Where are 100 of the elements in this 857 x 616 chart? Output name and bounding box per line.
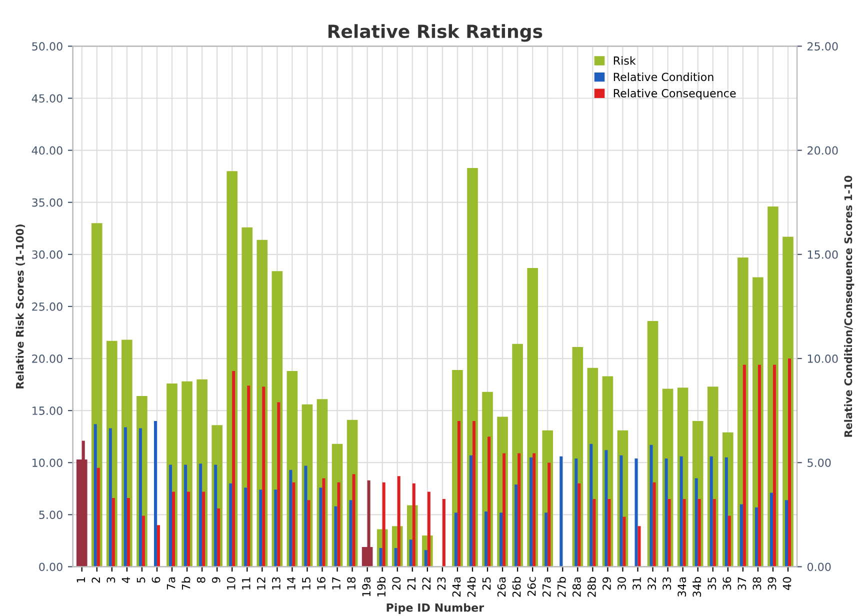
y-axis-title: Relative Risk Scores (1-100) xyxy=(16,224,25,388)
bar xyxy=(682,499,686,567)
y-tick-label: 50.00 xyxy=(32,42,62,51)
x-tick-label: 11 xyxy=(242,577,250,590)
legend-label: Relative Consequence xyxy=(614,88,736,100)
bar xyxy=(289,470,292,567)
bar xyxy=(108,428,112,567)
x-tick-label: 9 xyxy=(212,577,220,583)
chart-title: Relative Risk Ratings xyxy=(328,24,542,42)
bar xyxy=(96,468,100,567)
x-tick-label: 7b xyxy=(182,577,190,590)
y-tick-label: 15.00 xyxy=(32,406,62,415)
bar xyxy=(578,483,581,567)
bar xyxy=(484,512,488,567)
x-tick-label: 28b xyxy=(587,577,596,597)
bar xyxy=(229,483,232,567)
x-tick-label: 17 xyxy=(332,577,340,590)
bar xyxy=(514,484,518,567)
y2-axis-title: Relative Condition/Consequence Scores 1-10 xyxy=(844,176,854,437)
x-tick-label: 20 xyxy=(392,577,401,590)
bar xyxy=(788,358,791,567)
bar xyxy=(754,507,758,567)
x-tick-label: 12 xyxy=(256,578,266,590)
x-tick-label: 26a xyxy=(497,577,506,597)
bar xyxy=(442,499,446,567)
bar xyxy=(500,512,503,567)
bar xyxy=(728,516,731,567)
x-axis-title: Pipe ID Number xyxy=(386,603,484,614)
x-tick-label: 31 xyxy=(632,577,641,590)
x-tick-label: 27b xyxy=(557,577,566,597)
bar xyxy=(247,386,250,567)
bar xyxy=(530,457,533,567)
x-tick-label: 27a xyxy=(542,577,551,597)
bar xyxy=(592,499,596,567)
x-tick-label: 25 xyxy=(482,577,491,590)
x-tick-label: 34b xyxy=(692,577,702,597)
x-tick-label: 39 xyxy=(768,577,776,590)
y2-tick-label: 20.00 xyxy=(808,146,838,155)
x-tick-label: 15 xyxy=(302,577,310,590)
x-tick-label: 37 xyxy=(738,577,746,590)
x-tick-label: 40 xyxy=(782,577,792,590)
bar xyxy=(184,464,188,567)
bar xyxy=(259,490,262,567)
bar xyxy=(652,482,656,567)
bar xyxy=(262,386,266,567)
bar xyxy=(668,499,671,567)
x-tick-label: 5 xyxy=(136,577,146,583)
bar xyxy=(472,420,476,567)
y2-tick-label: 0.00 xyxy=(807,562,831,572)
x-tick-label: 32 xyxy=(648,578,656,590)
bar xyxy=(740,504,743,567)
x-tick-label: 33 xyxy=(662,577,672,590)
y2-tick-label: 15.00 xyxy=(808,250,838,259)
x-tick-label: 4 xyxy=(122,577,130,583)
bar xyxy=(532,453,536,567)
y2-tick-label: 5.00 xyxy=(808,458,831,467)
bar xyxy=(634,458,638,567)
bar xyxy=(142,516,145,567)
y-tick-label: 35.00 xyxy=(32,198,62,207)
bar xyxy=(337,482,340,567)
x-tick-label: 23 xyxy=(437,577,446,590)
bar xyxy=(334,506,338,567)
x-tick-label: 30 xyxy=(618,577,626,590)
bar xyxy=(172,492,176,567)
x-tick-label: 3 xyxy=(106,577,116,583)
x-tick-label: 10 xyxy=(226,577,236,590)
bar xyxy=(457,420,460,567)
bar xyxy=(650,444,653,567)
bar xyxy=(352,474,356,567)
bar xyxy=(126,498,130,567)
x-tick-label: 6 xyxy=(152,577,160,583)
bar xyxy=(742,364,746,567)
bar xyxy=(454,512,458,567)
x-tick-label: 29 xyxy=(602,577,611,590)
x-tick-label: 14 xyxy=(287,577,296,590)
bar xyxy=(710,456,713,567)
bar xyxy=(488,436,491,567)
bar xyxy=(307,500,310,567)
bar xyxy=(560,456,563,567)
x-tick-label: 28a xyxy=(572,577,581,597)
bar xyxy=(664,458,668,567)
bar xyxy=(154,420,157,567)
bar xyxy=(379,548,382,567)
x-tick-label: 24a xyxy=(452,577,461,597)
y-tick-label: 5.00 xyxy=(39,510,62,520)
x-tick-label: 36 xyxy=(722,577,732,590)
bar xyxy=(604,450,608,567)
bar xyxy=(548,462,551,567)
bar xyxy=(124,427,127,567)
legend-label: Relative Condition xyxy=(614,72,714,82)
x-tick-label: 1 xyxy=(76,577,85,582)
y-tick-label: 25.00 xyxy=(32,302,62,311)
x-tick-label: 13 xyxy=(272,577,280,590)
bar xyxy=(214,464,218,567)
bar xyxy=(232,371,236,567)
bar xyxy=(199,464,202,567)
bar xyxy=(712,499,716,567)
bar xyxy=(244,488,248,567)
bar xyxy=(394,548,398,567)
x-tick-label: 38 xyxy=(752,577,762,590)
